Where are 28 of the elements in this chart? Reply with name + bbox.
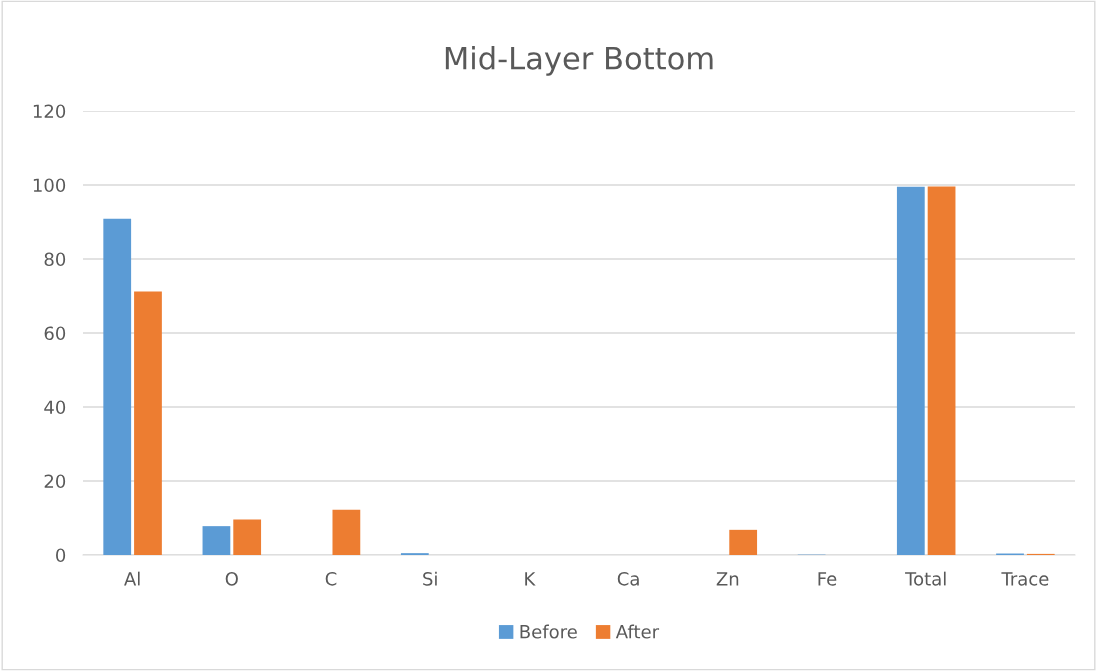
x-tick-label: K — [525, 572, 536, 586]
x-tick-label: Fe — [818, 572, 837, 586]
y-tick-label: 80 — [44, 252, 66, 267]
x-tick-label: Ca — [617, 571, 639, 586]
bar — [729, 529, 758, 555]
y-tick-label: 100 — [33, 178, 66, 193]
bar — [233, 519, 262, 555]
y-tick-label: 20 — [44, 474, 66, 489]
bar — [103, 218, 132, 555]
bar — [134, 291, 162, 555]
bar — [896, 186, 925, 555]
x-tick-label: Total — [905, 571, 946, 586]
x-tick-label: Zn — [716, 572, 739, 586]
bar — [202, 526, 231, 555]
x-tick-label: O — [225, 571, 238, 586]
y-tick-label: 60 — [44, 326, 66, 341]
x-tick-label: Trace — [1001, 572, 1049, 586]
legend-label: Before — [520, 624, 577, 639]
legend-label: After — [615, 624, 660, 639]
bar — [332, 509, 361, 555]
x-tick-label: Si — [423, 571, 437, 586]
x-tick-label: Al — [124, 571, 140, 586]
x-tick-label: C — [325, 571, 337, 586]
y-tick-label: 120 — [33, 104, 66, 119]
y-tick-label: 40 — [44, 400, 66, 415]
chart-title: Mid-Layer Bottom — [445, 46, 713, 76]
y-tick-label: 0 — [56, 548, 66, 563]
bar — [927, 186, 956, 555]
